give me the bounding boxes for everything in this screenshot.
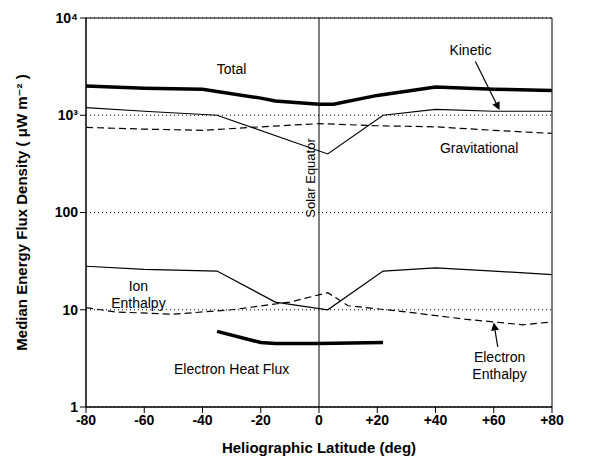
svg-text:-40: -40 (192, 412, 212, 428)
svg-text:Median Energy Flux Density ( μ: Median Energy Flux Density ( μW m⁻² ) (13, 74, 30, 350)
svg-text:10³: 10³ (58, 107, 79, 123)
svg-text:+80: +80 (540, 412, 564, 428)
svg-text:Electron Heat Flux: Electron Heat Flux (174, 361, 289, 377)
svg-text:0: 0 (315, 412, 323, 428)
svg-text:-60: -60 (134, 412, 154, 428)
svg-text:-20: -20 (251, 412, 271, 428)
svg-text:+60: +60 (482, 412, 506, 428)
svg-text:1: 1 (70, 399, 78, 415)
svg-text:10: 10 (62, 302, 78, 318)
svg-text:Kinetic: Kinetic (449, 42, 491, 58)
svg-text:Gravitational: Gravitational (440, 140, 519, 156)
svg-text:IonEnthalpy: IonEnthalpy (111, 278, 165, 311)
svg-text:Total: Total (217, 61, 247, 77)
svg-text:+40: +40 (424, 412, 448, 428)
svg-text:10⁴: 10⁴ (56, 10, 79, 26)
svg-text:Heliographic Latitude (deg): Heliographic Latitude (deg) (222, 439, 416, 456)
svg-text:+20: +20 (365, 412, 389, 428)
svg-text:100: 100 (55, 204, 79, 220)
svg-text:-80: -80 (76, 412, 96, 428)
svg-text:Solar Equator: Solar Equator (303, 138, 319, 218)
svg-text:ElectronEnthalpy: ElectronEnthalpy (472, 349, 526, 382)
